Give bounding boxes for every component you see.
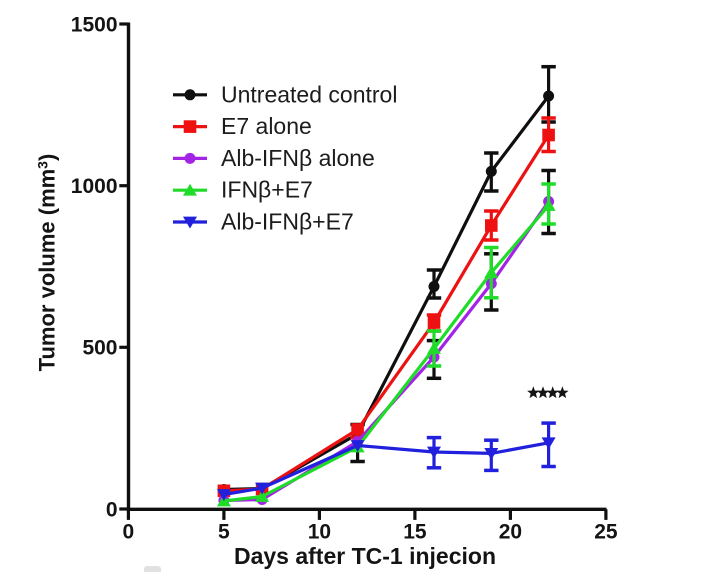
svg-text:0: 0	[123, 521, 135, 544]
svg-text:15: 15	[403, 521, 427, 544]
svg-text:E7 alone: E7 alone	[221, 113, 312, 139]
svg-text:5: 5	[218, 521, 230, 544]
svg-text:Untreated control: Untreated control	[221, 81, 397, 107]
svg-text:0: 0	[106, 498, 118, 521]
svg-text:Tumor volume (mm3): Tumor volume (mm3)	[35, 154, 60, 372]
svg-text:20: 20	[499, 521, 522, 544]
svg-text:IFNβ+E7: IFNβ+E7	[221, 177, 313, 203]
svg-text:Days after TC-1 injecion: Days after TC-1 injecion	[234, 543, 496, 569]
svg-text:Alb-IFNβ alone: Alb-IFNβ alone	[221, 145, 375, 171]
svg-text:500: 500	[82, 337, 117, 360]
svg-text:10: 10	[308, 521, 331, 544]
svg-text:Alb-IFNβ+E7: Alb-IFNβ+E7	[221, 209, 354, 235]
svg-text:1000: 1000	[71, 175, 118, 198]
svg-text:1500: 1500	[71, 13, 118, 36]
svg-text:25: 25	[594, 521, 618, 544]
